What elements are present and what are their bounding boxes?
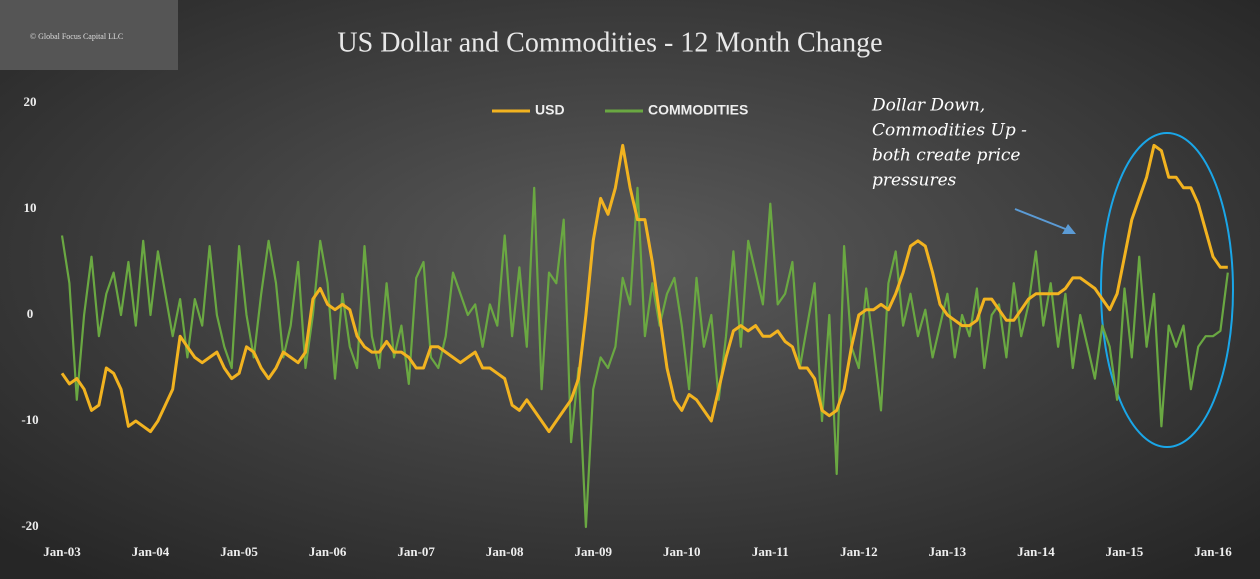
x-tick-label: Jan-10 (663, 544, 701, 559)
legend-label: USD (535, 102, 565, 118)
y-tick-label: -20 (21, 518, 38, 533)
copyright-box (0, 0, 178, 70)
y-tick-label: 20 (24, 94, 37, 109)
series-line (60, 143, 1228, 434)
series-line (60, 186, 1229, 529)
arrow-head (1062, 224, 1076, 234)
annotation: Commodities Up - (872, 121, 1027, 141)
highlight-ellipse (1100, 132, 1234, 448)
x-tick-label: Jan-09 (574, 544, 612, 559)
x-tick-label: Jan-16 (1194, 544, 1232, 559)
annotation: Dollar Down, (871, 96, 985, 116)
x-tick-label: Jan-04 (132, 544, 170, 559)
x-tick-label: Jan-07 (397, 544, 435, 559)
y-tick-label: 10 (24, 200, 37, 215)
arrow (1014, 208, 1069, 231)
copyright: © Global Focus Capital LLC (30, 32, 123, 41)
annotation: both create price (872, 146, 1020, 166)
x-tick-label: Jan-08 (486, 544, 524, 559)
x-tick-label: Jan-15 (1106, 544, 1144, 559)
x-tick-label: Jan-13 (929, 544, 967, 559)
y-tick-label: 0 (27, 306, 34, 321)
x-tick-label: Jan-14 (1017, 544, 1055, 559)
annotation: pressures (872, 171, 957, 191)
y-tick-label: -10 (21, 412, 38, 427)
x-tick-label: Jan-05 (220, 544, 258, 559)
x-tick-label: Jan-12 (840, 544, 878, 559)
x-tick-label: Jan-06 (309, 544, 347, 559)
chart-title: US Dollar and Commodities - 12 Month Cha… (337, 27, 882, 58)
legend-label: COMMODITIES (648, 102, 748, 118)
x-tick-label: Jan-03 (43, 544, 81, 559)
x-tick-label: Jan-11 (752, 544, 789, 559)
